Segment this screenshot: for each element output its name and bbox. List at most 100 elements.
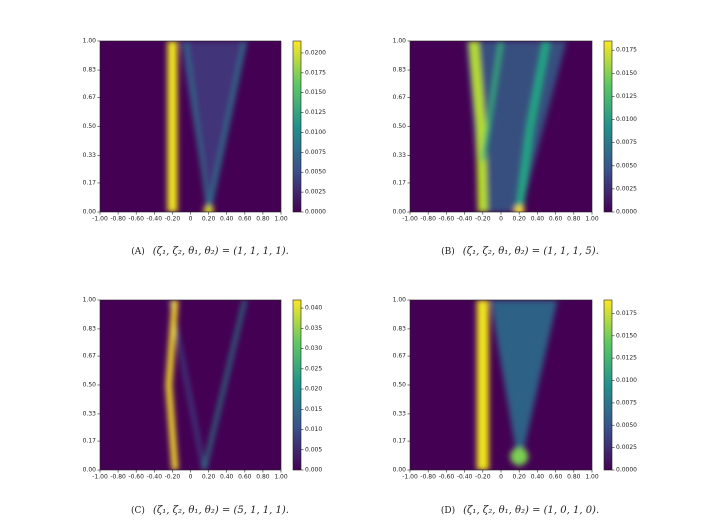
y-tick-label: 1.00 bbox=[83, 297, 97, 304]
caption-label: (D) bbox=[441, 505, 455, 516]
x-tick-label: 1.00 bbox=[585, 474, 599, 481]
x-tick-label: -0.80 bbox=[110, 474, 126, 481]
x-tick-label: -0.40 bbox=[457, 216, 473, 223]
caption: (B) (ζ₁, ζ₂, θ₁, θ₂) = (1, 1, 1, 5). bbox=[441, 246, 599, 257]
x-tick-label: 0.80 bbox=[567, 474, 581, 481]
x-tick-label: 0.80 bbox=[256, 474, 270, 481]
x-tick-label: -0.20 bbox=[165, 474, 181, 481]
caption-label: (A) bbox=[131, 246, 145, 257]
x-tick-label: -1.00 bbox=[402, 474, 418, 481]
y-tick-label: 0.17 bbox=[393, 438, 407, 445]
x-tick-label: -0.40 bbox=[147, 474, 163, 481]
colorbar bbox=[603, 299, 613, 471]
y-tick-label: 0.67 bbox=[83, 353, 97, 360]
caption-text: (ζ₁, ζ₂, θ₁, θ₂) = (5, 1, 1, 1). bbox=[153, 505, 289, 516]
panel: -1.00 -0.80 -0.60 -0.40 -0.20 0 0.20 0.40 0.60 0.… bbox=[83, 297, 323, 516]
caption: (D) (ζ₁, ζ₂, θ₁, θ₂) = (1, 0, 1, 0). bbox=[441, 505, 599, 516]
heatmap bbox=[410, 41, 592, 212]
heatmap bbox=[410, 300, 592, 470]
y-tick-label: 0.83 bbox=[83, 67, 97, 74]
colorbar-tick-label: 0.0175 bbox=[616, 47, 637, 54]
colorbar-tick-label: 0.0000 bbox=[616, 467, 637, 474]
x-tick-label: 0 bbox=[499, 216, 503, 223]
x-tick-label: 0.20 bbox=[202, 474, 216, 481]
x-tick-label: -0.20 bbox=[475, 216, 491, 223]
y-tick-label: 0.33 bbox=[83, 410, 97, 417]
colorbar-tick-label: 0.040 bbox=[305, 305, 322, 312]
colorbar-tick-label: 0.035 bbox=[305, 325, 322, 332]
y-tick-label: 0.67 bbox=[393, 94, 407, 101]
density-peak bbox=[514, 205, 525, 212]
x-tick-label: -0.60 bbox=[128, 216, 144, 223]
y-tick-label: 0.50 bbox=[83, 123, 97, 130]
y-tick-label: 0.50 bbox=[83, 382, 97, 389]
colorbar-tick-label: 0.020 bbox=[305, 386, 322, 393]
y-tick-label: 0.00 bbox=[83, 209, 97, 216]
heatmap-density bbox=[165, 300, 247, 470]
x-tick-label: 0.20 bbox=[513, 474, 527, 481]
x-tick-label: -1.00 bbox=[92, 474, 108, 481]
colorbar-tick-label: 0.000 bbox=[305, 467, 322, 474]
x-tick-label: 0.20 bbox=[513, 216, 527, 223]
x-tick-label: 1.00 bbox=[585, 216, 599, 223]
caption: (A) (ζ₁, ζ₂, θ₁, θ₂) = (1, 1, 1, 1). bbox=[131, 246, 289, 257]
x-tick-label: 0.40 bbox=[531, 216, 545, 223]
panel: -1.00 -0.80 -0.60 -0.40 -0.20 0 0.20 0.40 0.60 0.… bbox=[393, 297, 638, 516]
colorbar-tick-label: 0.0075 bbox=[305, 149, 326, 156]
x-tick-label: -0.80 bbox=[420, 216, 436, 223]
x-tick-label: 0.40 bbox=[531, 474, 545, 481]
y-tick-label: 0.67 bbox=[83, 94, 97, 101]
x-tick-label: -0.80 bbox=[420, 474, 436, 481]
colorbar bbox=[292, 299, 302, 471]
colorbar-tick-label: 0.025 bbox=[305, 365, 322, 372]
y-tick-label: 1.00 bbox=[83, 38, 97, 45]
heatmap-density bbox=[476, 300, 558, 470]
x-tick-label: -1.00 bbox=[402, 216, 418, 223]
x-tick-label: 0.60 bbox=[238, 216, 252, 223]
colorbar-tick-label: 0.010 bbox=[305, 426, 322, 433]
caption-text: (ζ₁, ζ₂, θ₁, θ₂) = (1, 1, 1, 1). bbox=[153, 246, 289, 257]
heatmap bbox=[100, 300, 281, 470]
x-tick-label: 0.80 bbox=[567, 216, 581, 223]
x-tick-label: 1.00 bbox=[274, 216, 288, 223]
heatmap bbox=[100, 41, 281, 212]
y-tick-label: 0.67 bbox=[393, 353, 407, 360]
x-tick-label: 0.20 bbox=[202, 216, 216, 223]
colorbar-tick-label: 0.0125 bbox=[616, 93, 637, 100]
y-tick-label: 0.33 bbox=[393, 410, 407, 417]
density-ridge bbox=[202, 300, 247, 470]
heatmap-background bbox=[100, 300, 281, 470]
caption-label: (C) bbox=[131, 505, 145, 516]
colorbar-tick-label: 0.0175 bbox=[305, 69, 326, 76]
x-tick-label: -0.60 bbox=[439, 216, 455, 223]
colorbar-tick-label: 0.0025 bbox=[616, 185, 637, 192]
x-tick-label: 0.60 bbox=[549, 216, 563, 223]
density-ridge bbox=[184, 41, 211, 212]
colorbar-tick-label: 0.0050 bbox=[305, 169, 326, 176]
y-tick-label: 0.17 bbox=[83, 438, 97, 445]
caption-text: (ζ₁, ζ₂, θ₁, θ₂) = (1, 0, 1, 0). bbox=[463, 505, 599, 516]
x-tick-label: -1.00 bbox=[92, 216, 108, 223]
density-ridge bbox=[165, 300, 179, 470]
colorbar bbox=[603, 40, 613, 213]
x-tick-label: 0.40 bbox=[220, 474, 234, 481]
colorbar-tick-label: 0.0125 bbox=[616, 355, 637, 362]
x-tick-label: 1.00 bbox=[274, 474, 288, 481]
heatmap-density bbox=[466, 41, 567, 212]
y-tick-label: 0.50 bbox=[393, 123, 407, 130]
colorbar-tick-label: 0.0025 bbox=[305, 189, 326, 196]
x-tick-label: 0.40 bbox=[220, 216, 234, 223]
colorbar-tick-label: 0.030 bbox=[305, 345, 322, 352]
colorbar-tick-label: 0.0175 bbox=[616, 310, 637, 317]
colorbar-tick-label: 0.0000 bbox=[305, 209, 326, 216]
density-ridge bbox=[206, 41, 247, 212]
density-region bbox=[179, 41, 247, 212]
density-peak bbox=[510, 447, 529, 466]
y-tick-label: 0.83 bbox=[393, 67, 407, 74]
panel: -1.00 -0.80 -0.60 -0.40 -0.20 0 0.20 0.40 0.60 0.… bbox=[393, 38, 638, 257]
x-tick-label: -0.60 bbox=[439, 474, 455, 481]
x-tick-label: -0.40 bbox=[147, 216, 163, 223]
colorbar-tick-label: 0.0150 bbox=[305, 89, 326, 96]
x-tick-label: 0.60 bbox=[238, 474, 252, 481]
